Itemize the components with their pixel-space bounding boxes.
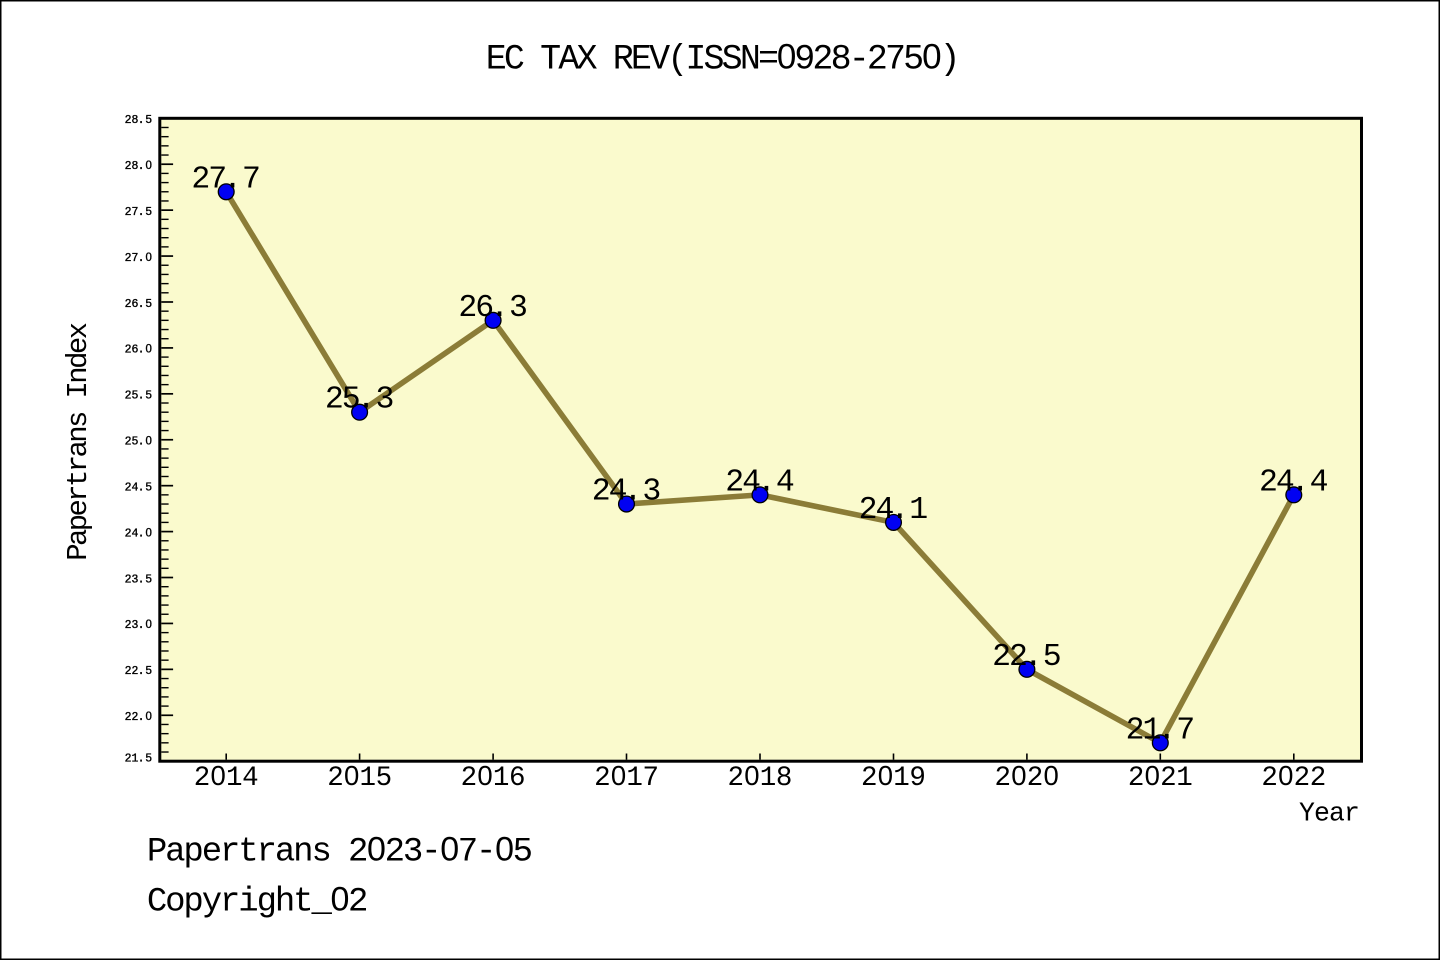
svg-text:28.0: 28.0 (125, 160, 152, 173)
svg-text:24.3: 24.3 (592, 475, 662, 510)
svg-text:26.0: 26.0 (125, 344, 152, 357)
svg-text:24.4: 24.4 (725, 465, 795, 500)
svg-text:21.5: 21.5 (125, 752, 153, 765)
svg-text:27.0: 27.0 (125, 252, 152, 265)
svg-text:25.0: 25.0 (125, 436, 152, 449)
svg-text:22.0: 22.0 (125, 711, 152, 724)
svg-text:24.0: 24.0 (125, 527, 152, 540)
svg-text:2015: 2015 (327, 760, 392, 794)
svg-text:28.5: 28.5 (125, 114, 153, 127)
svg-text:25.3: 25.3 (325, 383, 395, 418)
svg-text:23.0: 23.0 (125, 619, 152, 632)
svg-text:22.5: 22.5 (125, 665, 153, 678)
svg-text:24.1: 24.1 (859, 493, 929, 528)
svg-text:22.5: 22.5 (992, 640, 1062, 675)
svg-text:21.7: 21.7 (1126, 713, 1196, 748)
svg-text:24.5: 24.5 (125, 481, 153, 494)
svg-text:2020: 2020 (994, 760, 1058, 794)
svg-text:PapertransIndex: PapertransIndex (62, 322, 95, 561)
svg-text:27.5: 27.5 (125, 206, 153, 219)
svg-text:2017: 2017 (594, 760, 659, 794)
svg-text:24.4: 24.4 (1259, 465, 1329, 500)
svg-text:26.5: 26.5 (125, 298, 153, 311)
svg-text:2014: 2014 (194, 760, 259, 794)
svg-text:Copyright_02: Copyright_02 (147, 880, 369, 921)
svg-text:2019: 2019 (861, 760, 926, 794)
svg-text:Year: Year (1299, 799, 1360, 829)
svg-text:26.3: 26.3 (458, 291, 528, 326)
svg-text:2022: 2022 (1261, 760, 1326, 794)
svg-text:23.5: 23.5 (125, 573, 153, 586)
svg-text:2018: 2018 (728, 760, 793, 794)
svg-text:2021: 2021 (1128, 760, 1193, 794)
svg-text:25.5: 25.5 (125, 390, 153, 403)
svg-text:2016: 2016 (461, 760, 526, 794)
svg-text:27.7: 27.7 (191, 162, 261, 197)
